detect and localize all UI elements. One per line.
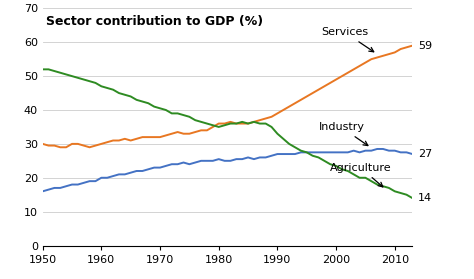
Text: 14: 14 [418,193,432,203]
Text: Agriculture: Agriculture [330,163,392,187]
Text: Sector contribution to GDP (%): Sector contribution to GDP (%) [46,15,264,28]
Text: 59: 59 [418,41,432,50]
Text: 27: 27 [418,149,432,159]
Text: Services: Services [321,27,374,52]
Text: Industry: Industry [319,122,368,146]
